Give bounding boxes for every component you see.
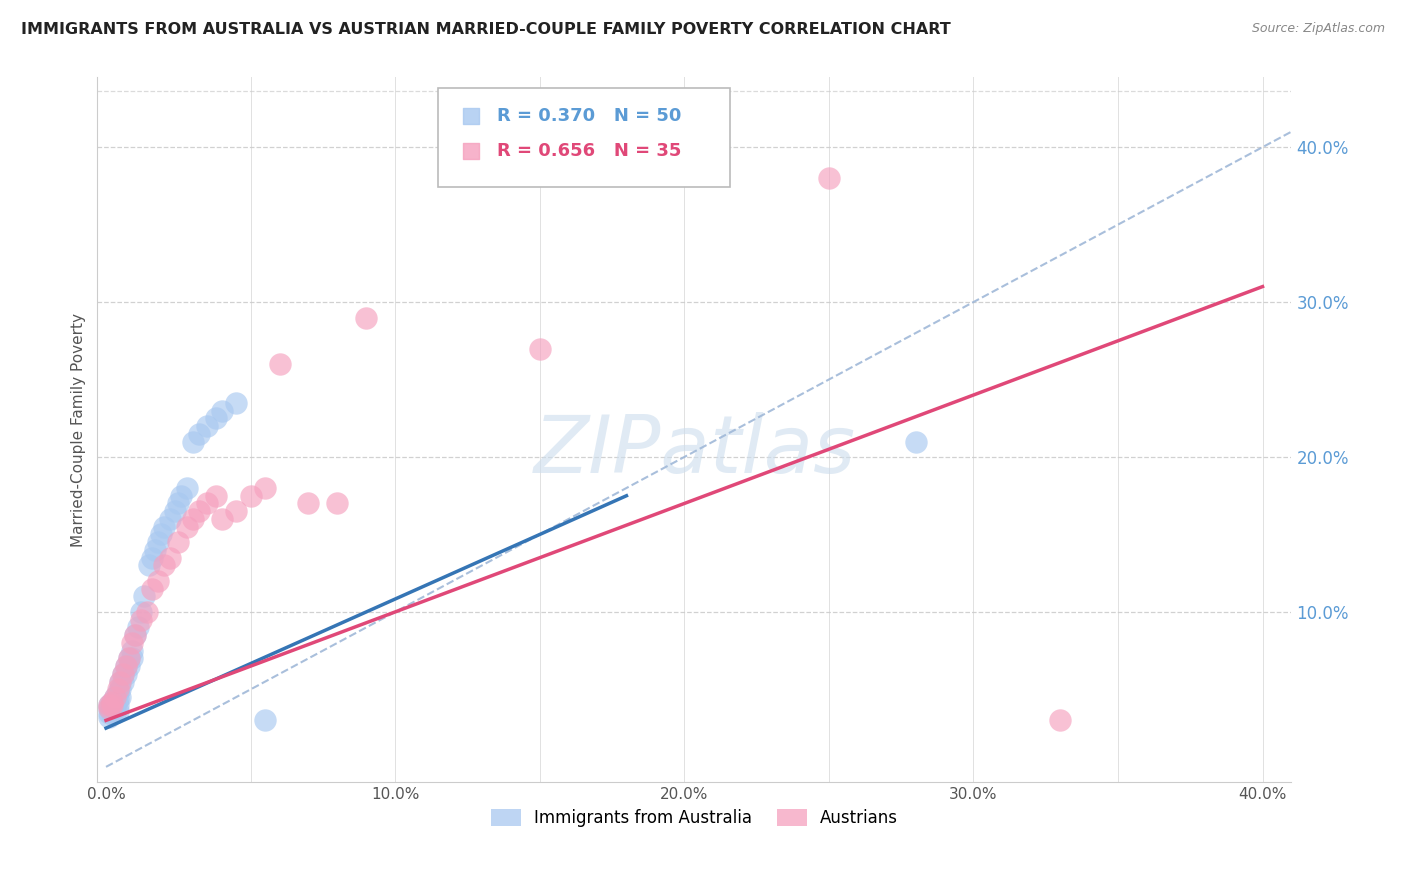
Point bbox=[107, 704, 129, 718]
Point bbox=[104, 698, 127, 712]
Point bbox=[211, 512, 233, 526]
Point bbox=[124, 628, 146, 642]
Point bbox=[115, 659, 138, 673]
Point bbox=[107, 682, 129, 697]
Text: Source: ZipAtlas.com: Source: ZipAtlas.com bbox=[1251, 22, 1385, 36]
Point bbox=[153, 558, 176, 573]
Text: IMMIGRANTS FROM AUSTRALIA VS AUSTRIAN MARRIED-COUPLE FAMILY POVERTY CORRELATION : IMMIGRANTS FROM AUSTRALIA VS AUSTRIAN MA… bbox=[21, 22, 950, 37]
Point bbox=[97, 701, 120, 715]
Point bbox=[107, 698, 129, 712]
Point bbox=[149, 527, 172, 541]
Legend: Immigrants from Australia, Austrians: Immigrants from Australia, Austrians bbox=[484, 803, 905, 834]
Point bbox=[101, 695, 124, 709]
Point bbox=[104, 690, 127, 705]
Text: R = 0.656   N = 35: R = 0.656 N = 35 bbox=[498, 143, 682, 161]
Point bbox=[146, 574, 169, 588]
Point bbox=[110, 690, 132, 705]
Y-axis label: Married-Couple Family Poverty: Married-Couple Family Poverty bbox=[72, 313, 86, 547]
Point bbox=[121, 636, 143, 650]
Point bbox=[138, 558, 160, 573]
Point bbox=[132, 590, 155, 604]
Text: R = 0.370   N = 50: R = 0.370 N = 50 bbox=[498, 107, 682, 125]
Point bbox=[167, 496, 190, 510]
Point bbox=[181, 434, 204, 449]
Point bbox=[104, 706, 127, 720]
Point bbox=[97, 710, 120, 724]
Point bbox=[211, 403, 233, 417]
Point bbox=[101, 704, 124, 718]
Point bbox=[187, 426, 209, 441]
Point bbox=[205, 411, 228, 425]
Point bbox=[129, 613, 152, 627]
Point bbox=[112, 674, 135, 689]
Point bbox=[167, 535, 190, 549]
Point bbox=[97, 698, 120, 712]
FancyBboxPatch shape bbox=[437, 88, 730, 186]
Point bbox=[101, 698, 124, 712]
Point bbox=[225, 504, 247, 518]
Point bbox=[159, 550, 181, 565]
Point bbox=[118, 651, 141, 665]
Point bbox=[269, 357, 291, 371]
Point bbox=[101, 701, 124, 715]
Point bbox=[254, 481, 277, 495]
Point bbox=[104, 701, 127, 715]
Point bbox=[146, 535, 169, 549]
Point bbox=[297, 496, 319, 510]
Point bbox=[129, 605, 152, 619]
Point bbox=[153, 519, 176, 533]
Point bbox=[110, 674, 132, 689]
Point bbox=[326, 496, 349, 510]
Point bbox=[187, 504, 209, 518]
Point bbox=[141, 582, 163, 596]
Point bbox=[124, 628, 146, 642]
Point bbox=[107, 685, 129, 699]
Point bbox=[121, 643, 143, 657]
Point bbox=[115, 666, 138, 681]
Point bbox=[1049, 714, 1071, 728]
Point bbox=[176, 481, 198, 495]
Point bbox=[127, 620, 149, 634]
Point bbox=[110, 682, 132, 697]
Point bbox=[101, 695, 124, 709]
Point bbox=[239, 489, 262, 503]
Point bbox=[101, 707, 124, 722]
Point bbox=[141, 550, 163, 565]
Point bbox=[170, 489, 193, 503]
Text: ZIPatlas: ZIPatlas bbox=[533, 412, 855, 490]
Point bbox=[110, 674, 132, 689]
Point bbox=[176, 519, 198, 533]
Point bbox=[143, 543, 166, 558]
Point bbox=[104, 690, 127, 705]
Point bbox=[818, 171, 841, 186]
Point bbox=[112, 666, 135, 681]
Point bbox=[181, 512, 204, 526]
Point bbox=[97, 706, 120, 720]
Point bbox=[121, 651, 143, 665]
Point bbox=[195, 496, 218, 510]
Point bbox=[135, 605, 157, 619]
Point bbox=[205, 489, 228, 503]
Point bbox=[112, 666, 135, 681]
Point bbox=[115, 659, 138, 673]
Point bbox=[354, 310, 377, 325]
Point bbox=[118, 651, 141, 665]
Point bbox=[904, 434, 927, 449]
Point bbox=[159, 512, 181, 526]
Point bbox=[97, 698, 120, 712]
Point bbox=[118, 659, 141, 673]
Point bbox=[195, 419, 218, 434]
Point bbox=[529, 342, 551, 356]
Point bbox=[225, 396, 247, 410]
Point bbox=[165, 504, 187, 518]
Point bbox=[107, 691, 129, 706]
Point bbox=[97, 701, 120, 715]
Point bbox=[254, 714, 277, 728]
